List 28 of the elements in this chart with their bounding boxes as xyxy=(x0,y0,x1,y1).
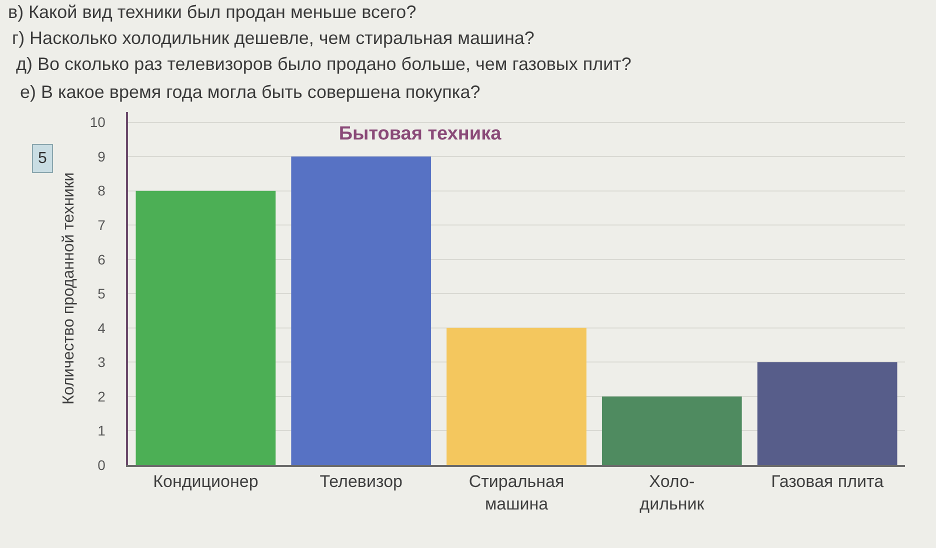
y-tick-label: 0 xyxy=(98,456,106,473)
y-tick-label: 5 xyxy=(98,286,106,302)
text: 5 xyxy=(38,150,47,167)
text: е) В какое время года могла быть совершена покупка? xyxy=(20,82,480,102)
x-tick-label: Телевизор xyxy=(320,472,402,492)
y-tick-label: 3 xyxy=(98,354,106,370)
text: в) Какой вид техники был продан меньше всего? xyxy=(8,2,416,22)
y-tick-label: 6 xyxy=(98,251,106,268)
y-tick-label: 4 xyxy=(98,320,106,336)
bar xyxy=(136,190,276,465)
x-tick-label: Стиральная машина xyxy=(468,472,564,514)
y-tick-label: 2 xyxy=(98,388,106,404)
y-tick-label: 10 xyxy=(90,114,106,130)
bar xyxy=(757,362,898,465)
y-tick-label: 9 xyxy=(98,148,106,164)
bar xyxy=(602,396,742,465)
x-tick-label: Кондиционер xyxy=(153,472,258,492)
bar xyxy=(446,328,586,465)
x-tick-label: Газовая плита xyxy=(771,472,884,492)
text: д) Во сколько раз телевизоров было продано больше, чем газовых плит? xyxy=(16,54,632,74)
y-tick-label: 8 xyxy=(98,182,106,199)
y-axis-title: Количество проданной техники xyxy=(60,172,78,405)
y-tick-label: 1 xyxy=(98,422,106,439)
x-tick-label: Холо- дильник xyxy=(640,472,705,514)
bar xyxy=(291,156,432,465)
text: г) Насколько холодильник дешевле, чем стиральная машина? xyxy=(12,28,534,48)
y-tick-label: 7 xyxy=(98,217,106,233)
text: Бытовая техника xyxy=(338,124,502,145)
